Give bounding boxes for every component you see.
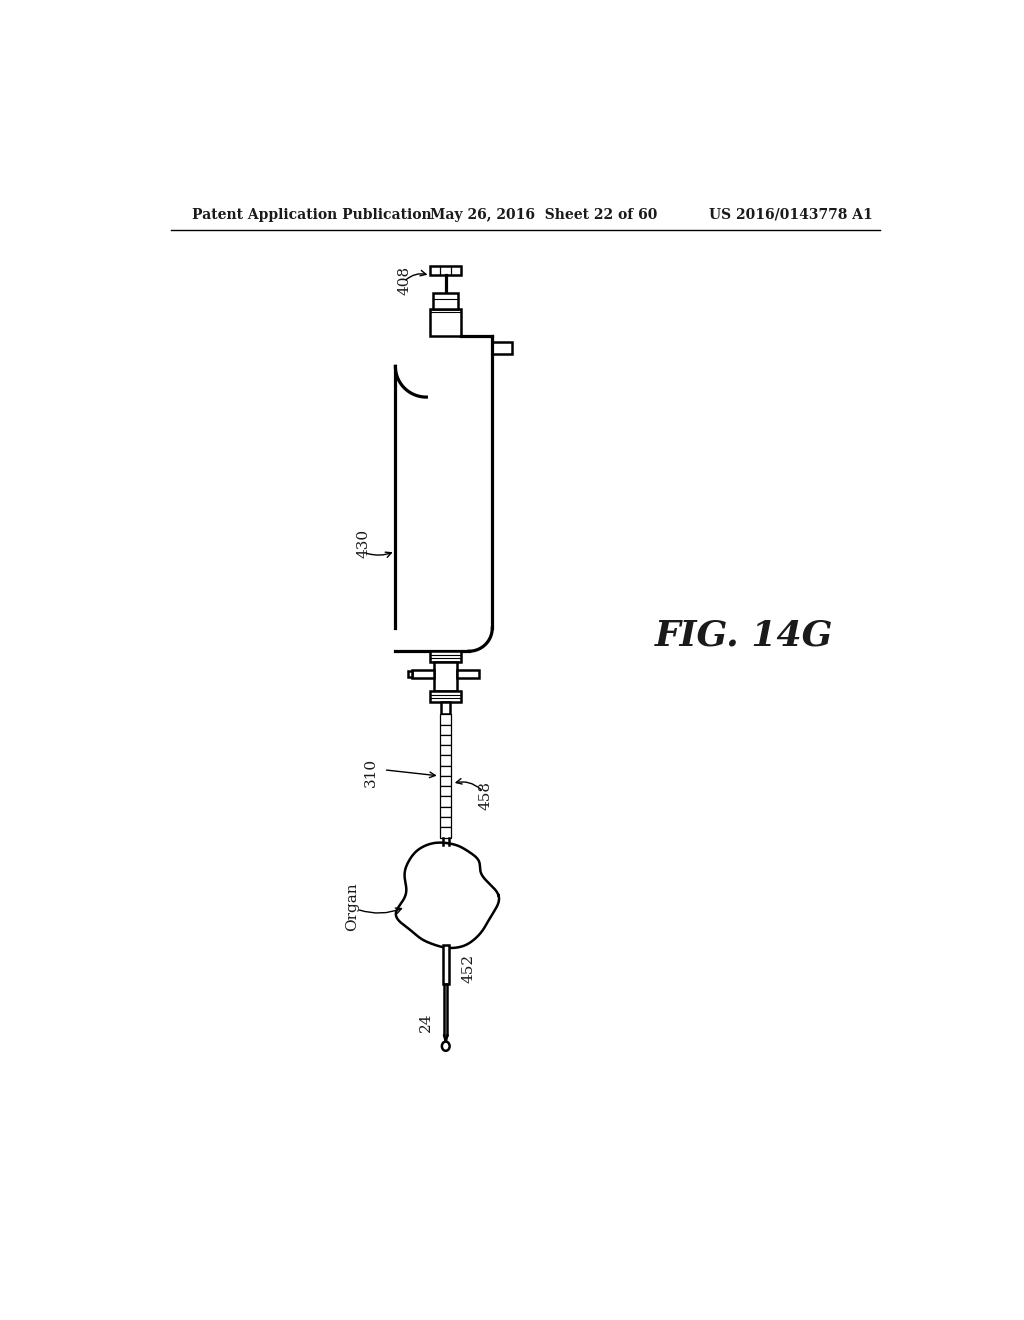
- Text: FIG. 14G: FIG. 14G: [655, 619, 834, 653]
- Bar: [440, 735, 452, 744]
- Text: US 2016/0143778 A1: US 2016/0143778 A1: [710, 207, 873, 222]
- Bar: [440, 766, 452, 776]
- Text: 458: 458: [478, 780, 493, 809]
- Bar: [408, 671, 413, 677]
- Ellipse shape: [442, 1041, 450, 1051]
- Text: May 26, 2016  Sheet 22 of 60: May 26, 2016 Sheet 22 of 60: [430, 207, 657, 222]
- Text: 310: 310: [365, 758, 379, 787]
- Text: 430: 430: [356, 529, 371, 558]
- Bar: [440, 725, 452, 735]
- Bar: [440, 817, 452, 828]
- Bar: [434, 663, 458, 692]
- Bar: [440, 828, 452, 838]
- Polygon shape: [396, 842, 499, 948]
- Bar: [440, 776, 452, 787]
- Bar: [430, 309, 461, 335]
- Text: Patent Application Publication: Patent Application Publication: [193, 207, 432, 222]
- Bar: [442, 945, 449, 983]
- Bar: [413, 671, 434, 678]
- Bar: [430, 651, 461, 663]
- Bar: [430, 267, 461, 276]
- Text: 408: 408: [397, 265, 412, 294]
- Bar: [440, 714, 452, 725]
- Bar: [440, 755, 452, 766]
- Bar: [440, 807, 452, 817]
- Text: 24: 24: [419, 1012, 432, 1032]
- Bar: [440, 796, 452, 807]
- Bar: [440, 787, 452, 796]
- Bar: [430, 692, 461, 702]
- Bar: [458, 671, 479, 678]
- Bar: [493, 342, 512, 354]
- Bar: [433, 293, 458, 309]
- Bar: [440, 744, 452, 755]
- Bar: [441, 702, 451, 714]
- Text: 452: 452: [461, 954, 475, 983]
- Text: Organ: Organ: [345, 883, 359, 931]
